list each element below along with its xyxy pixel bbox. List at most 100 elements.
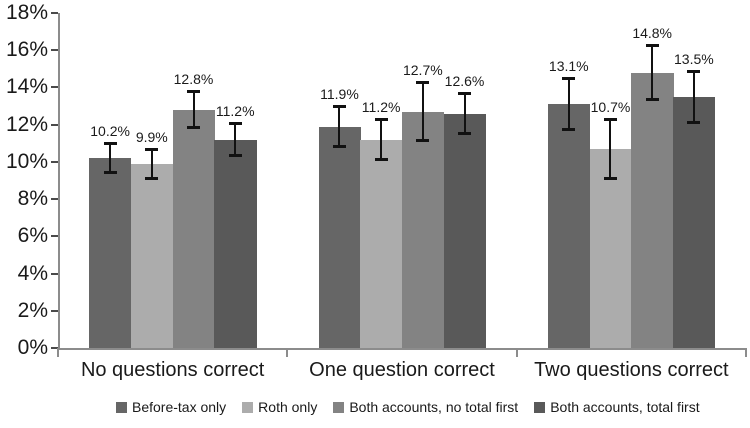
y-axis-tick-label: 6% [17, 224, 48, 248]
legend-label: Roth only [258, 399, 318, 415]
error-bar-cap-bottom [687, 120, 701, 124]
bar-both-accounts-no-total-first-cat1 [402, 111, 445, 348]
error-bar-cap-top [332, 105, 346, 109]
legend-label: Both accounts, no total first [349, 399, 519, 415]
legend-item: Before-tax only [116, 399, 226, 415]
y-axis-tick-label: 16% [5, 38, 48, 62]
data-label: 11.2% [215, 102, 255, 119]
data-label: 10.2% [90, 123, 130, 140]
y-axis-tick-label: 8% [17, 187, 48, 211]
error-bar-cap-top [687, 69, 701, 73]
error-bar-cap-bottom [603, 176, 617, 180]
y-axis-tick-label: 12% [5, 112, 48, 136]
error-bar-line [463, 93, 466, 134]
legend: Before-tax only Roth only Both accounts, n… [116, 399, 700, 415]
bar-before-tax-only-cat0 [89, 158, 132, 348]
category-label: No questions correct [80, 359, 265, 381]
y-axis-tick-label: 10% [5, 149, 48, 173]
error-bar-line [234, 122, 237, 157]
x-axis-line [58, 348, 746, 350]
y-axis-tick-label: 14% [5, 75, 48, 99]
bar-roth-only-cat0 [130, 163, 174, 348]
legend-swatch-icon [242, 401, 254, 413]
error-bar-cap-top [228, 121, 242, 125]
error-bar-cap-top [145, 147, 159, 151]
bar-roth-only-cat2 [589, 148, 632, 348]
legend-label: Both accounts, total first [550, 399, 700, 415]
data-label: 9.9% [135, 128, 168, 145]
error-bar-cap-bottom [332, 145, 346, 148]
error-bar-line [109, 143, 112, 174]
bar-before-tax-only-cat2 [547, 104, 591, 348]
error-bar-cap-bottom [562, 128, 576, 132]
x-axis-tick-mark [286, 348, 289, 357]
error-bar-line [421, 81, 424, 142]
legend-swatch-icon [116, 401, 127, 413]
error-bar-cap-top [458, 92, 472, 96]
error-bar-line [150, 148, 153, 179]
error-bar-cap-bottom [458, 131, 472, 135]
legend-item: Both accounts, no total first [333, 399, 518, 415]
bar-both-accounts-total-first-cat0 [214, 139, 257, 348]
error-bar-line [651, 44, 654, 101]
bar-roth-only-cat1 [360, 139, 403, 348]
y-axis-tick-label: 4% [17, 261, 48, 285]
error-bar-cap-bottom [187, 126, 200, 130]
error-bar-cap-top [187, 90, 200, 94]
data-label: 10.7% [590, 99, 631, 116]
data-label: 13.5% [674, 50, 714, 67]
data-label: 14.8% [632, 24, 673, 41]
y-axis-tick-mark [51, 160, 58, 163]
error-bar-cap-bottom [103, 171, 117, 175]
y-axis-tick-mark [51, 49, 58, 52]
data-label: 12.6% [444, 73, 485, 90]
error-bar-cap-bottom [416, 139, 430, 143]
y-axis-tick-mark [51, 12, 58, 14]
legend-swatch-icon [534, 401, 546, 413]
data-label: 11.2% [361, 99, 401, 116]
legend-swatch-icon [333, 401, 345, 413]
error-bar-cap-bottom [145, 176, 159, 180]
y-axis-tick-label: 18% [5, 1, 48, 24]
y-axis-tick-mark [51, 123, 58, 126]
y-axis-tick-label: 2% [17, 298, 48, 322]
x-axis-tick-mark [745, 348, 747, 357]
data-label: 12.8% [173, 71, 214, 88]
y-axis-tick-mark [51, 309, 58, 312]
category-label: Two questions correct [534, 359, 729, 381]
error-bar-line [567, 78, 570, 131]
x-axis-tick-mark [515, 348, 518, 357]
bar-both-accounts-total-first-cat2 [673, 96, 716, 348]
error-bar-cap-top [103, 142, 117, 146]
y-axis-tick-mark [51, 235, 58, 238]
y-axis-tick-mark [51, 86, 58, 89]
y-axis-line [58, 13, 60, 348]
y-axis-tick-label: 0% [17, 336, 48, 359]
bar-both-accounts-total-first-cat1 [443, 113, 486, 348]
bar-both-accounts-no-total-first-cat0 [172, 109, 215, 348]
error-bar-line [692, 70, 695, 123]
y-axis-tick-mark [51, 347, 58, 349]
error-bar-cap-bottom [374, 158, 388, 162]
bar-both-accounts-no-total-first-cat2 [631, 72, 674, 348]
error-bar-cap-top [562, 77, 576, 81]
error-bar-cap-top [374, 118, 388, 122]
legend-item: Both accounts, total first [534, 399, 700, 415]
error-bar-line [380, 119, 383, 161]
bar-before-tax-only-cat1 [318, 126, 361, 348]
error-bar-cap-top [416, 80, 430, 84]
error-bar-line [192, 91, 195, 129]
error-bar-line [338, 106, 341, 147]
legend-item: Roth only [242, 399, 317, 415]
error-bar-cap-bottom [228, 154, 242, 158]
error-bar-cap-top [645, 43, 659, 47]
data-label: 11.9% [320, 86, 359, 103]
category-label: One question correct [309, 359, 495, 381]
data-label: 12.7% [402, 61, 443, 78]
error-bar-line [609, 119, 612, 179]
y-axis-tick-mark [51, 198, 58, 201]
data-label: 13.1% [548, 58, 589, 75]
x-axis-tick-mark [57, 348, 59, 357]
legend-label: Before-tax only [132, 399, 227, 415]
